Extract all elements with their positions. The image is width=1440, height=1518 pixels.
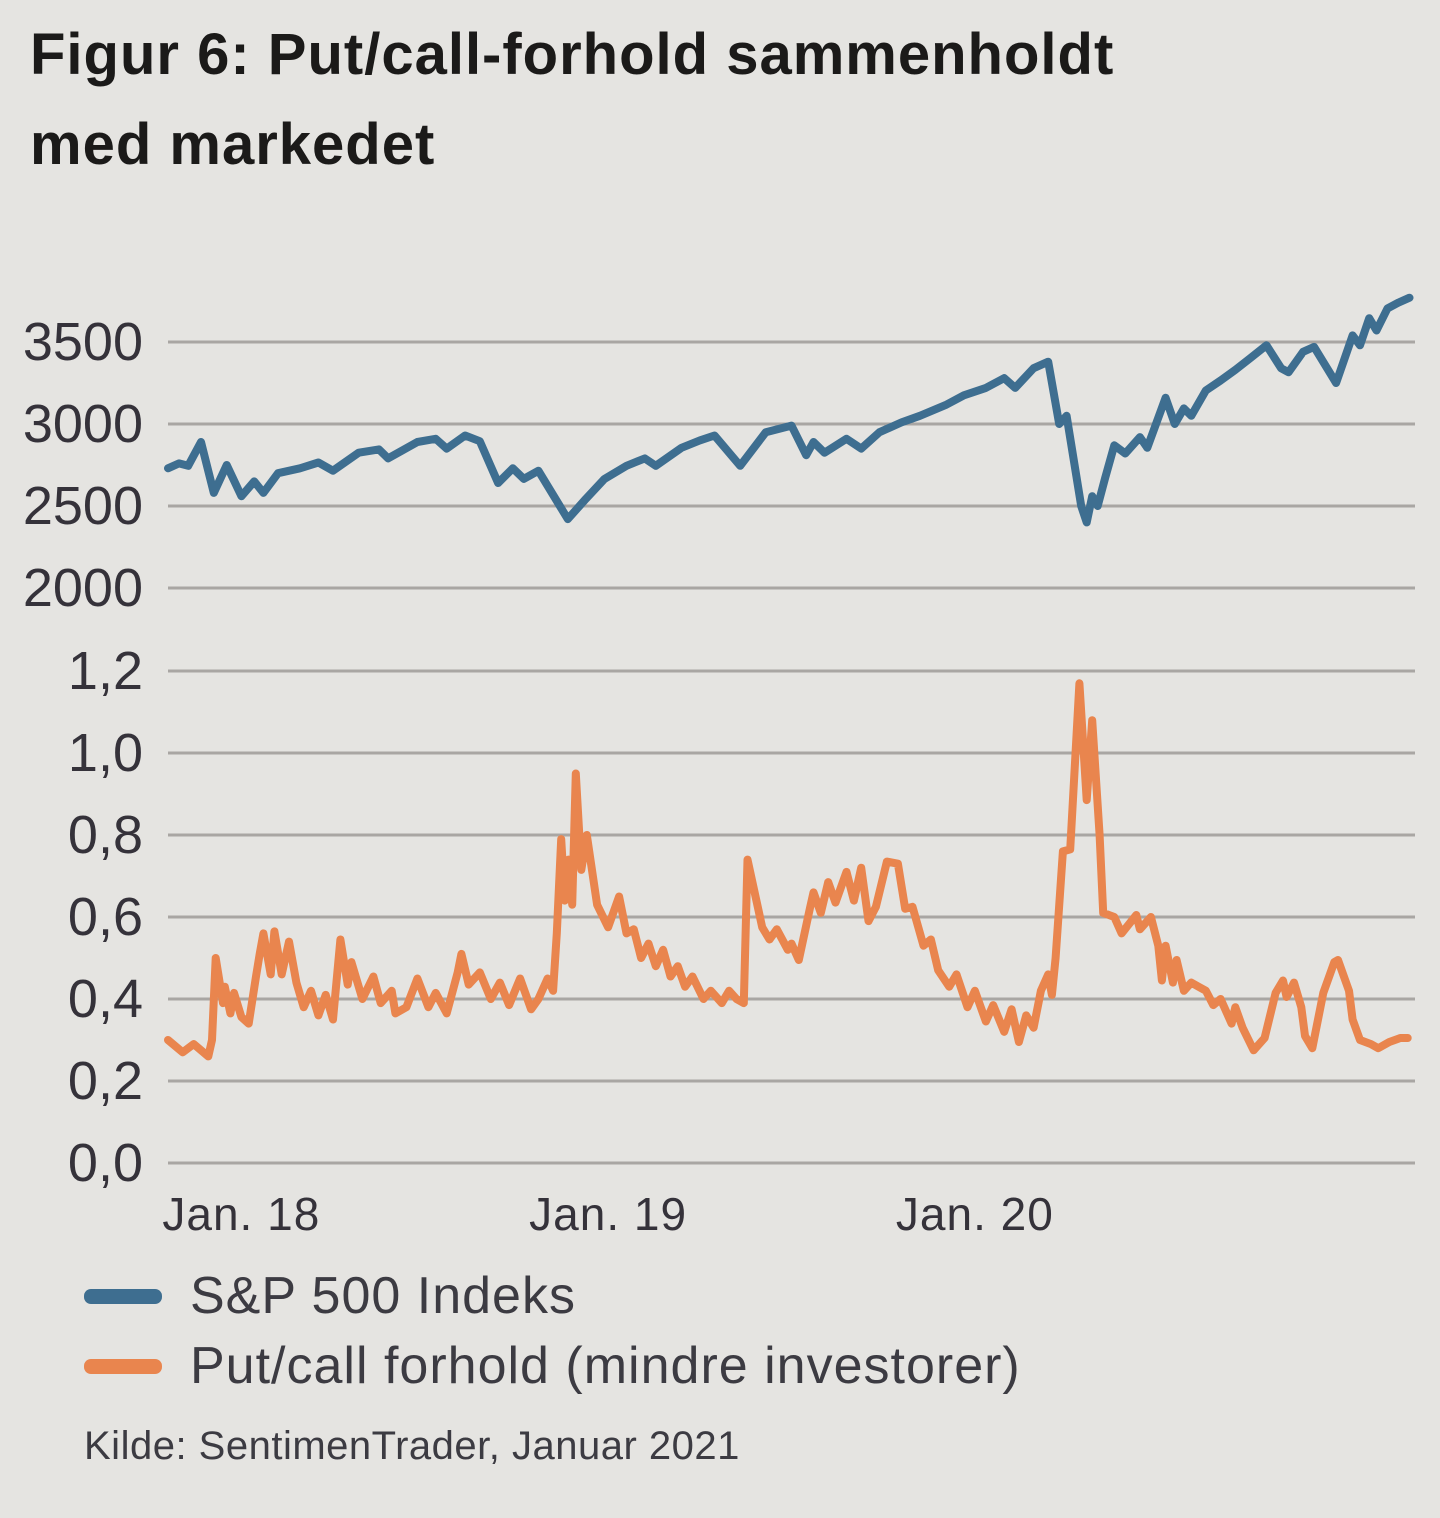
title-line-2: med markedet xyxy=(30,112,436,177)
x-axis-label: Jan. 18 xyxy=(162,1188,320,1240)
page-title: Figur 6: Put/call-forhold sammenholdt me… xyxy=(30,10,1410,190)
y-axis-label: 0,0 xyxy=(68,1133,143,1193)
y-axis-label: 0,6 xyxy=(68,887,143,947)
legend-item-putcall: Put/call forhold (mindre investorer) xyxy=(84,1337,1021,1395)
putcall-line xyxy=(164,679,1412,1061)
source-note: Kilde: SentimenTrader, Januar 2021 xyxy=(84,1424,740,1468)
y-axis-label: 2500 xyxy=(23,476,143,536)
legend-swatch-sp500 xyxy=(84,1288,162,1304)
title-line-1: Figur 6: Put/call-forhold sammenholdt xyxy=(30,22,1115,87)
y-axis-label: 0,8 xyxy=(68,805,143,865)
y-axis-label: 1,2 xyxy=(68,641,143,701)
y-axis-label: 3000 xyxy=(23,394,143,454)
y-axis-label: 0,4 xyxy=(68,969,143,1029)
x-axis-label: Jan. 19 xyxy=(529,1188,687,1240)
sp500-line xyxy=(164,293,1414,527)
legend-label-putcall: Put/call forhold (mindre investorer) xyxy=(190,1337,1021,1395)
legend: S&P 500 Indeks Put/call forhold (mindre … xyxy=(84,1267,1021,1410)
y-axis-label: 1,0 xyxy=(68,723,143,783)
legend-item-sp500: S&P 500 Indeks xyxy=(84,1267,1021,1325)
y-axis-label: 2000 xyxy=(23,558,143,618)
legend-label-sp500: S&P 500 Indeks xyxy=(190,1267,576,1325)
y-axis-label: 0,2 xyxy=(68,1051,143,1111)
y-axis-label: 3500 xyxy=(23,312,143,372)
x-axis-label: Jan. 20 xyxy=(896,1188,1054,1240)
legend-swatch-putcall xyxy=(84,1358,162,1374)
